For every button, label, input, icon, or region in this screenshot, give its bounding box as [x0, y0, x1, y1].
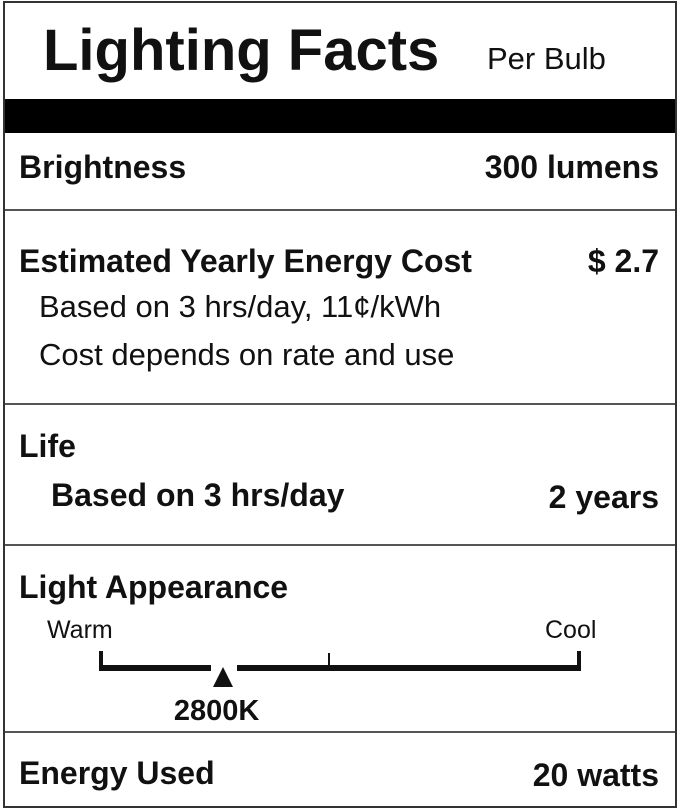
brightness-label: Brightness: [19, 149, 187, 185]
energy-used-label: Energy Used: [19, 755, 215, 791]
header-bar: [5, 99, 675, 133]
title-text: Lighting Facts: [43, 18, 440, 83]
divider: [5, 403, 675, 405]
lighting-facts-label: Lighting Facts Per Bulb Brightness 300 l…: [3, 1, 677, 808]
life-basis: Based on 3 hrs/day: [51, 477, 345, 513]
brightness-value: 300 lumens: [484, 149, 659, 185]
life-value: 2 years: [548, 479, 659, 515]
divider: [5, 544, 675, 546]
life-label: Life: [19, 428, 76, 464]
scale-mid-tick: [328, 653, 330, 671]
scale-line-right: [236, 665, 581, 671]
scale-end-tick: [577, 651, 581, 671]
energy-cost-basis: Based on 3 hrs/day, 11¢/kWh: [39, 289, 442, 324]
scale-end-tick: [99, 651, 103, 671]
scale-line-left: [99, 665, 211, 671]
divider: [5, 209, 675, 211]
per-bulb-subtitle: Per Bulb: [487, 41, 606, 76]
color-temperature-marker-icon: [212, 667, 233, 687]
warm-label: Warm: [47, 616, 113, 644]
color-temperature-scale: [99, 651, 581, 691]
divider: [5, 731, 675, 733]
label-title: Lighting Facts: [43, 17, 439, 84]
cool-label: Cool: [545, 616, 597, 644]
energy-cost-value: $ 2.7: [587, 243, 659, 279]
light-appearance-label: Light Appearance: [19, 569, 289, 605]
energy-used-value: 20 watts: [532, 757, 659, 793]
energy-cost-label: Estimated Yearly Energy Cost: [19, 243, 472, 279]
color-temperature-value: 2800K: [173, 695, 260, 727]
energy-cost-note: Cost depends on rate and use: [39, 337, 455, 372]
